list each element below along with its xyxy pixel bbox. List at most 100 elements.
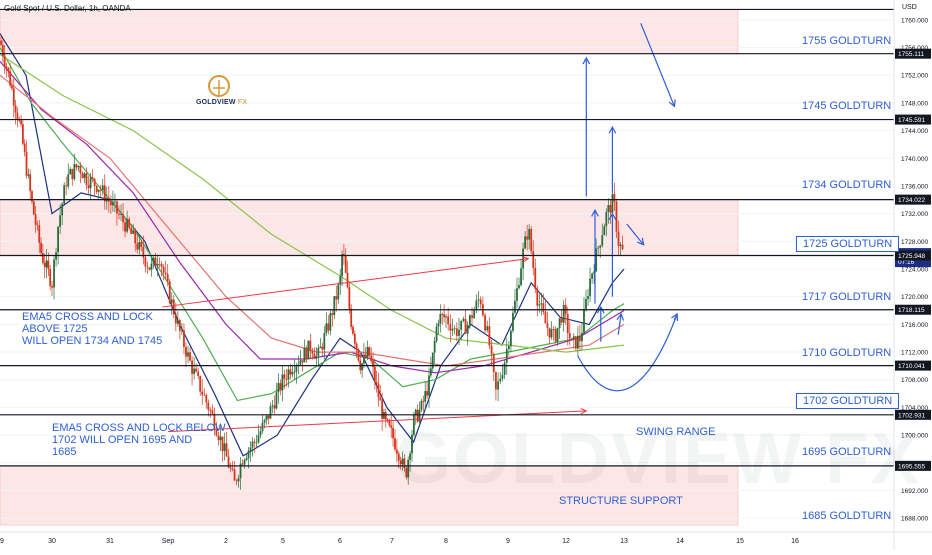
candle-body: [433, 341, 436, 353]
candle-body: [301, 360, 304, 363]
candle-body: [136, 243, 139, 250]
projection-arrowhead: [582, 56, 591, 65]
candle-body: [5, 66, 8, 69]
annotation-line: SWING RANGE: [636, 426, 716, 439]
candle-body: [168, 281, 171, 303]
annotation-line: EMA5 CROSS AND LOCK BELOW: [52, 422, 226, 435]
candle-body: [89, 177, 92, 189]
candle-body: [505, 349, 508, 363]
candle-body: [424, 391, 427, 402]
candle-body: [558, 318, 561, 328]
candle-body: [540, 303, 543, 305]
candle-body: [124, 222, 126, 232]
projection-arrow: [617, 313, 622, 335]
candle-body: [495, 372, 497, 390]
candle-body: [601, 235, 604, 246]
candle-body: [138, 241, 141, 250]
chart-annotation: EMA5 CROSS AND LOCK BELOW 1702 WILL OPEN …: [52, 422, 226, 458]
candle-body: [560, 318, 563, 323]
candle-body: [426, 391, 428, 396]
currency-label: USD: [902, 4, 917, 11]
goldturn-label: 1717 GOLDTURN: [802, 291, 892, 304]
projection-arrowhead: [671, 312, 679, 322]
candle-body: [346, 272, 349, 288]
candle-body: [174, 314, 177, 324]
candle-body: [473, 310, 476, 319]
candle-body: [61, 203, 64, 216]
projection-arrow: [640, 23, 675, 107]
y-tick-label: 1708.000: [901, 377, 928, 384]
candle-body: [69, 169, 72, 175]
trendline-arrowhead: [522, 256, 530, 263]
candle-body: [63, 185, 66, 204]
candle-body: [453, 328, 456, 330]
candle-body: [255, 442, 258, 444]
candle-body: [271, 405, 274, 407]
price-tag: [895, 409, 931, 420]
candle-body: [3, 56, 6, 67]
candle-body: [118, 213, 120, 215]
candle-body: [327, 323, 330, 331]
candle-body: [31, 191, 33, 202]
x-tick-label: 30: [48, 538, 56, 545]
candle-body: [213, 413, 216, 430]
candle-body: [548, 327, 551, 338]
candle-body: [132, 230, 135, 234]
candle-body: [263, 420, 266, 423]
annotation-line: ABOVE 1725: [22, 323, 88, 336]
price-tag-value: 1718.115: [898, 307, 925, 314]
candle-body: [185, 346, 187, 357]
candle-body: [420, 400, 423, 410]
candle-body: [20, 120, 22, 125]
x-tick-label: 31: [106, 538, 114, 545]
candle-body: [172, 299, 175, 315]
candle-body: [344, 255, 347, 273]
resistance-zone: [0, 465, 739, 526]
candle-body: [464, 318, 467, 334]
candle-body: [443, 314, 446, 318]
candle-body: [120, 214, 122, 215]
candle-body: [293, 371, 296, 373]
y-tick-label: 1692.000: [901, 488, 928, 495]
candle-body: [619, 244, 622, 246]
candle-body: [589, 278, 591, 297]
candle-body: [23, 143, 26, 153]
candle-body: [307, 340, 310, 360]
candle-body: [522, 248, 524, 269]
price-tag-value: 1710.041: [898, 363, 925, 370]
candle-body: [283, 374, 286, 379]
ema-line-1: [0, 33, 625, 457]
goldview-logo-text: GOLDVIEW FX: [196, 99, 248, 106]
candle-body: [315, 355, 318, 359]
candle-body: [75, 164, 78, 168]
candle-body: [348, 287, 351, 309]
candle-body: [416, 409, 419, 422]
candle-body: [526, 236, 529, 240]
candle-body: [134, 230, 137, 244]
candle-body: [130, 227, 133, 234]
candle-body: [329, 313, 332, 331]
candle-body: [27, 174, 30, 176]
candle-body: [591, 273, 593, 279]
candle-body: [507, 346, 510, 350]
candle-body: [366, 347, 369, 358]
candle-body: [223, 443, 226, 452]
candle-body: [12, 88, 15, 106]
candle-body: [409, 453, 411, 460]
price-tag: [895, 250, 931, 261]
candle-body: [363, 354, 365, 364]
candle-body: [97, 189, 100, 192]
candle-body: [77, 165, 80, 168]
x-tick-label: 29: [0, 538, 4, 545]
candle-body: [357, 349, 360, 361]
candle-body: [435, 326, 438, 342]
candle-body: [34, 214, 37, 225]
candle-body: [339, 275, 342, 285]
candle-body: [257, 435, 260, 443]
candle-body: [617, 231, 620, 246]
y-tick-label: 1716.000: [901, 322, 928, 329]
candle-body: [390, 425, 393, 428]
x-tick-label: 14: [676, 538, 684, 545]
candle-body: [116, 201, 118, 214]
